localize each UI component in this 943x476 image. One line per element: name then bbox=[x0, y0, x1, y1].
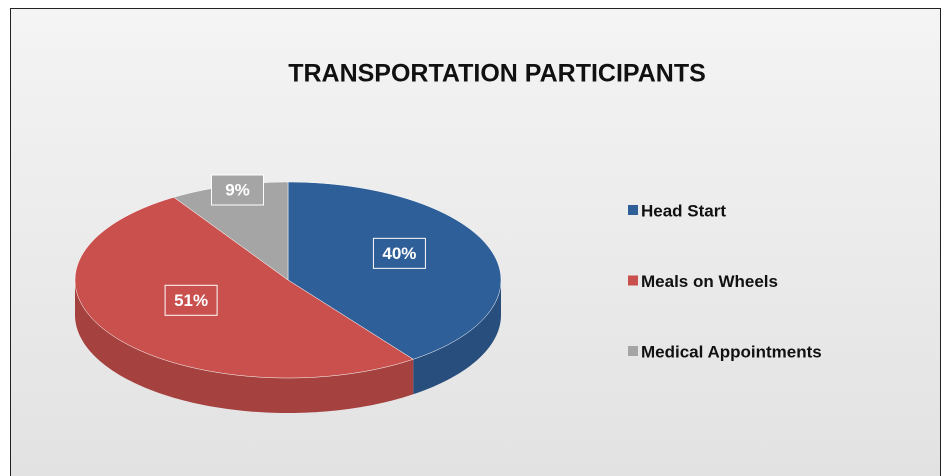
legend-label: Medical Appointments bbox=[641, 342, 822, 361]
data-label: 9% bbox=[225, 180, 250, 199]
chart-title: TRANSPORTATION PARTICIPANTS bbox=[288, 60, 706, 88]
legend-swatch bbox=[628, 275, 638, 286]
slice-side bbox=[413, 280, 501, 395]
data-label-box bbox=[210, 174, 264, 206]
slice-side bbox=[75, 280, 414, 413]
data-label: 51% bbox=[174, 291, 208, 310]
data-label: 40% bbox=[382, 244, 416, 263]
slice bbox=[287, 181, 502, 360]
legend-swatch bbox=[628, 346, 638, 356]
data-label-box bbox=[164, 284, 218, 316]
slice bbox=[74, 196, 414, 379]
legend-label: Head Start bbox=[641, 201, 726, 220]
legend-swatch bbox=[628, 205, 638, 215]
data-label-box bbox=[372, 237, 426, 269]
legend-label: Meals on Wheels bbox=[641, 272, 778, 291]
